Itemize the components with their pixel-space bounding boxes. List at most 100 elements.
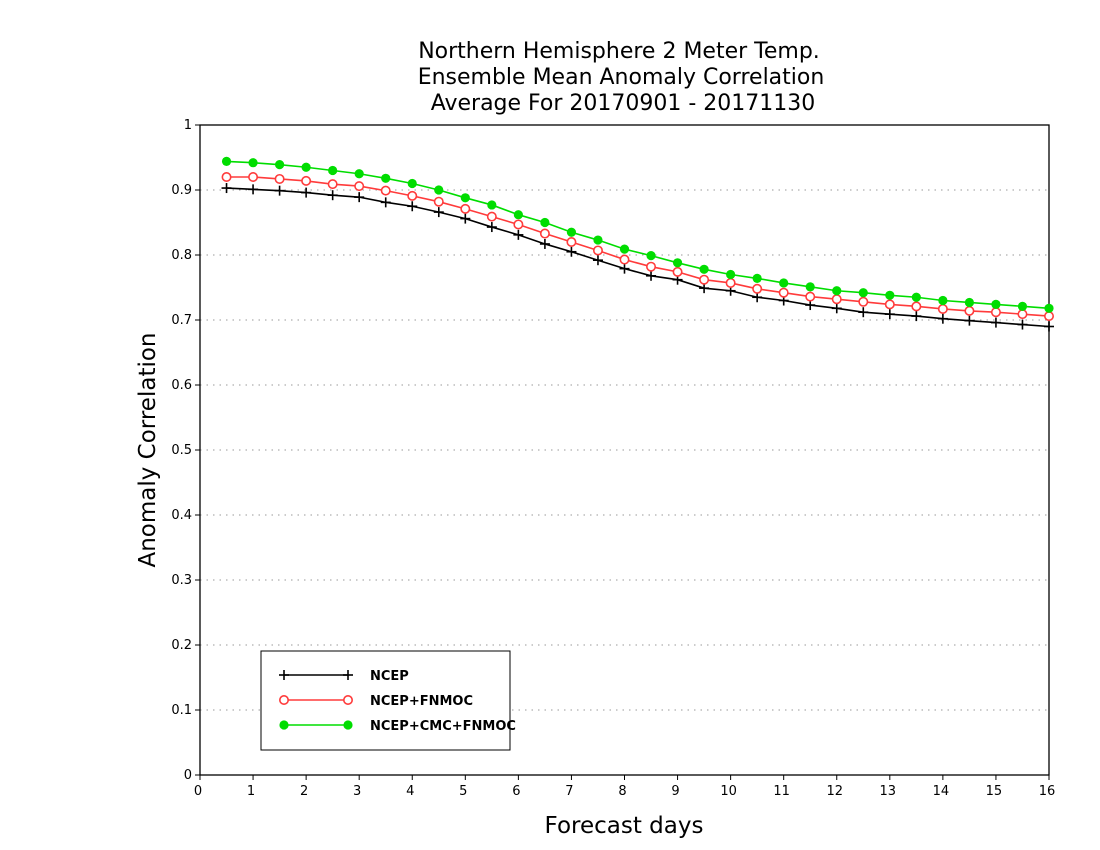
data-point bbox=[460, 193, 470, 203]
data-point bbox=[646, 251, 656, 261]
x-tick-label: 0 bbox=[194, 784, 202, 799]
data-point bbox=[990, 317, 1001, 328]
data-point bbox=[328, 165, 338, 176]
data-point bbox=[619, 254, 630, 265]
data-point bbox=[805, 282, 815, 292]
data-point bbox=[672, 266, 683, 277]
data-point bbox=[858, 288, 868, 298]
data-point bbox=[592, 245, 603, 256]
x-tick-label: 16 bbox=[1039, 784, 1056, 799]
data-point bbox=[725, 277, 736, 288]
y-tick-label: 0.4 bbox=[171, 508, 192, 523]
data-point bbox=[407, 201, 418, 212]
data-point bbox=[248, 172, 259, 183]
data-point bbox=[911, 301, 922, 312]
data-point bbox=[407, 178, 417, 189]
legend-label: NCEP+CMC+FNMOC bbox=[370, 719, 516, 734]
x-tick-label: 7 bbox=[565, 784, 573, 799]
data-point bbox=[221, 156, 232, 166]
data-point bbox=[460, 213, 471, 224]
x-tick-label: 10 bbox=[720, 784, 737, 799]
data-point bbox=[566, 237, 577, 248]
data-point bbox=[779, 278, 789, 288]
y-tick-label: 0.7 bbox=[171, 313, 192, 328]
x-tick-label: 4 bbox=[406, 784, 414, 799]
data-point bbox=[964, 315, 975, 326]
data-point bbox=[301, 175, 312, 186]
y-tick-label: 0.1 bbox=[171, 703, 192, 718]
data-point bbox=[407, 190, 418, 201]
data-point bbox=[221, 172, 232, 183]
data-point bbox=[221, 183, 232, 194]
data-point bbox=[619, 244, 630, 254]
data-point bbox=[592, 255, 603, 266]
x-tick-label: 2 bbox=[300, 784, 308, 799]
data-point bbox=[274, 173, 285, 184]
y-tick-label: 0 bbox=[184, 768, 192, 783]
data-point bbox=[937, 313, 948, 324]
data-point bbox=[434, 185, 444, 195]
x-tick-label: 12 bbox=[826, 784, 843, 799]
x-tick-label: 1 bbox=[247, 784, 255, 799]
data-point bbox=[752, 292, 763, 303]
chart-title: Northern Hemisphere 2 Meter Temp. Ensemb… bbox=[418, 39, 825, 116]
data-point bbox=[805, 300, 816, 311]
data-point bbox=[486, 211, 497, 222]
data-point bbox=[539, 238, 550, 249]
data-point bbox=[646, 270, 657, 281]
data-point bbox=[540, 217, 550, 228]
chart-title-line-1: Northern Hemisphere 2 Meter Temp. bbox=[418, 39, 820, 64]
series bbox=[221, 156, 1055, 332]
series-ncep-cmc-fnmoc bbox=[221, 156, 1054, 313]
data-point bbox=[805, 291, 816, 302]
legend-label: NCEP+FNMOC bbox=[370, 694, 473, 709]
data-point bbox=[672, 258, 683, 268]
data-point bbox=[327, 190, 338, 201]
x-tick-label: 5 bbox=[459, 784, 467, 799]
data-point bbox=[278, 694, 289, 705]
data-point bbox=[381, 173, 391, 183]
data-point bbox=[433, 207, 444, 218]
x-tick-label: 11 bbox=[773, 784, 790, 799]
data-point bbox=[884, 309, 895, 320]
data-point bbox=[1017, 301, 1028, 311]
data-point bbox=[248, 184, 259, 195]
data-point bbox=[380, 185, 391, 196]
data-point bbox=[619, 263, 630, 274]
data-point bbox=[831, 294, 842, 305]
data-point bbox=[858, 296, 869, 307]
data-point bbox=[460, 203, 471, 214]
legend-item: NCEP+FNMOC bbox=[278, 694, 473, 709]
x-tick-label: 15 bbox=[986, 784, 1003, 799]
data-point bbox=[858, 307, 869, 318]
data-point bbox=[991, 299, 1001, 309]
data-point bbox=[752, 283, 763, 294]
legend-item: NCEP+CMC+FNMOC bbox=[279, 719, 516, 734]
data-point bbox=[354, 169, 364, 179]
data-point bbox=[301, 162, 311, 172]
data-point bbox=[343, 720, 353, 730]
data-point bbox=[699, 283, 710, 294]
y-tick-label: 0.6 bbox=[171, 378, 192, 393]
data-point bbox=[646, 261, 657, 272]
data-point bbox=[752, 273, 762, 283]
data-point bbox=[699, 274, 710, 285]
data-point bbox=[938, 295, 948, 306]
y-tick-label: 0.8 bbox=[171, 248, 192, 263]
data-point bbox=[832, 286, 842, 296]
series-ncep bbox=[221, 183, 1054, 332]
data-point bbox=[937, 303, 948, 314]
data-point bbox=[1017, 309, 1028, 320]
chart-title-line-3: Average For 20170901 - 20171130 bbox=[431, 91, 816, 116]
data-point bbox=[513, 210, 523, 220]
data-point bbox=[1044, 311, 1055, 322]
x-tick-label: 14 bbox=[933, 784, 950, 799]
x-tick-label: 3 bbox=[353, 784, 361, 799]
chart-title-line-2: Ensemble Mean Anomaly Correlation bbox=[418, 65, 825, 90]
data-point bbox=[566, 227, 577, 237]
data-point bbox=[1044, 321, 1054, 332]
y-tick-label: 0.3 bbox=[171, 573, 192, 588]
x-tick-label: 9 bbox=[671, 784, 679, 799]
data-point bbox=[343, 670, 353, 680]
